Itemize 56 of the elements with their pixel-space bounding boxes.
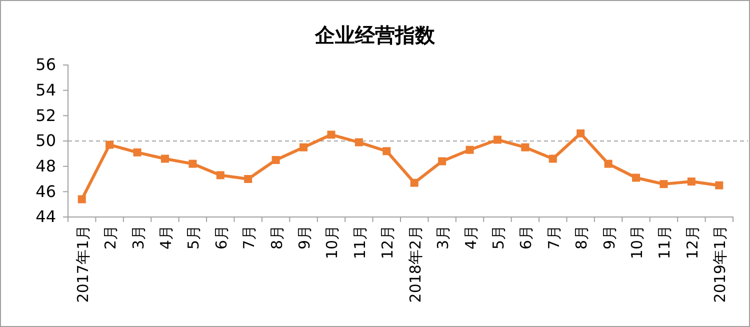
point bbox=[632, 174, 640, 182]
x-tick-label: 11月 bbox=[656, 225, 674, 260]
point bbox=[548, 154, 557, 163]
point bbox=[216, 171, 224, 180]
point bbox=[382, 147, 391, 156]
x-tick-label: 2019年1月 bbox=[711, 225, 730, 303]
point bbox=[327, 130, 336, 139]
point bbox=[160, 154, 169, 163]
x-tick-label: 3月 bbox=[129, 225, 148, 250]
point bbox=[410, 178, 418, 187]
point bbox=[354, 138, 363, 146]
x-tick-label: 9月 bbox=[296, 225, 314, 250]
y-tick-label: 54 bbox=[36, 80, 56, 100]
point bbox=[466, 146, 474, 154]
point bbox=[576, 129, 585, 138]
y-tick-label: 48 bbox=[36, 156, 56, 176]
x-tick-label: 9月 bbox=[600, 225, 618, 250]
x-tick-label: 12月 bbox=[378, 225, 397, 260]
x-tick-label: 7月 bbox=[544, 225, 563, 250]
y-tick-label: 46 bbox=[36, 182, 56, 201]
y-tick-label: 50 bbox=[36, 131, 56, 150]
x-tick-label: 2017年1月 bbox=[74, 225, 92, 303]
point bbox=[272, 156, 280, 164]
x-tick-label: 5月 bbox=[184, 225, 203, 250]
point bbox=[106, 140, 114, 149]
y-tick-label: 56 bbox=[36, 55, 56, 74]
point bbox=[300, 143, 308, 152]
point bbox=[604, 160, 612, 168]
x-tick-label: 8月 bbox=[268, 225, 286, 250]
x-tick-label: 6月 bbox=[212, 225, 230, 250]
x-tick-label: 12月 bbox=[683, 225, 702, 260]
x-tick-label: 4月 bbox=[462, 225, 480, 250]
point bbox=[78, 195, 86, 204]
point bbox=[687, 178, 696, 186]
x-tick-label: 10月 bbox=[323, 225, 342, 260]
x-tick-label: 11月 bbox=[350, 225, 369, 260]
x-tick-label: 5月 bbox=[489, 225, 508, 250]
x-tick-label: 8月 bbox=[572, 225, 591, 250]
point bbox=[715, 181, 724, 190]
point bbox=[438, 157, 446, 166]
x-tick-label: 2月 bbox=[102, 225, 120, 250]
point bbox=[493, 136, 502, 144]
point bbox=[521, 143, 530, 152]
x-tick-label: 4月 bbox=[156, 225, 175, 250]
x-tick-label: 10月 bbox=[628, 225, 646, 260]
chart-title: 企业经营指数 bbox=[314, 23, 436, 47]
x-tick-label: 6月 bbox=[517, 225, 536, 250]
x-tick-label: 2018年2月 bbox=[406, 225, 424, 303]
point bbox=[660, 180, 668, 188]
x-tick-label: 3月 bbox=[434, 225, 452, 250]
x-tick-label: 7月 bbox=[240, 225, 258, 250]
y-tick-label: 44 bbox=[36, 207, 56, 226]
point bbox=[244, 175, 252, 183]
point bbox=[188, 160, 197, 168]
y-tick-label: 52 bbox=[36, 106, 56, 125]
point bbox=[133, 148, 142, 156]
